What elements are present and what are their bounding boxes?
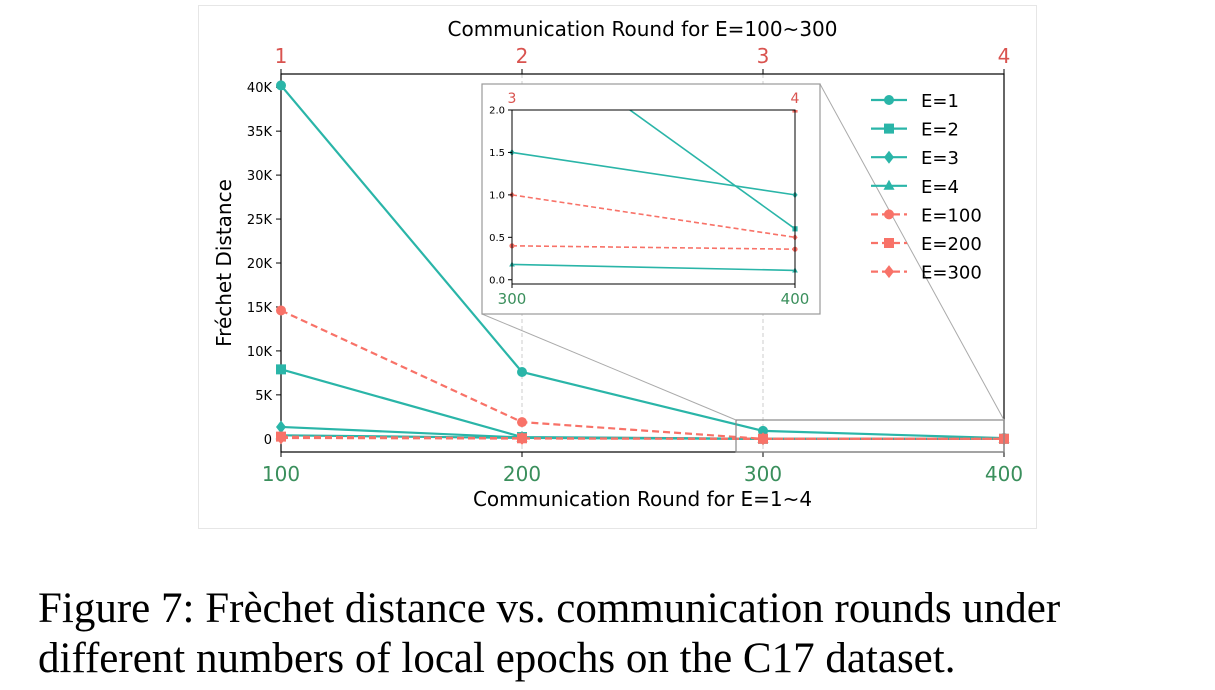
inset-x-bottom-tick-label: 400 xyxy=(781,290,810,308)
data-point-E=100 xyxy=(276,305,286,316)
inset-x-bottom-tick-label: 300 xyxy=(498,290,527,308)
x-top-tick-label: 2 xyxy=(516,44,529,68)
y-tick-label: 10K xyxy=(247,345,273,360)
legend-marker-E=2 xyxy=(884,123,894,134)
x-bottom-tick-label: 300 xyxy=(744,462,782,486)
inset-x-top-tick-label: 4 xyxy=(791,91,800,107)
inset-plot: 0.0 0.5 1.0 1.5 2.0 300 3 400 4 xyxy=(481,83,821,315)
data-point-E=1 xyxy=(276,80,286,91)
data-point-E=3 xyxy=(276,420,286,434)
inset-y-tick-label: 1.0 xyxy=(489,190,505,201)
legend-label-E=200: E=200 xyxy=(921,234,982,255)
data-point-E=2 xyxy=(276,364,286,375)
inset-background xyxy=(481,83,821,315)
legend-marker-E=1 xyxy=(884,95,894,105)
x-top-tick-label: 4 xyxy=(998,44,1011,68)
inset-y-tick-label: 0.5 xyxy=(489,233,505,244)
inset-series-line-E=100 xyxy=(511,245,796,250)
data-point-E=300 xyxy=(276,431,286,445)
inset-series-group xyxy=(509,110,798,273)
legend-marker-E=3 xyxy=(884,150,894,164)
y-tick-label: 30K xyxy=(247,169,273,184)
y-tick-label: 15K xyxy=(247,301,273,316)
legend-label-E=300: E=300 xyxy=(921,263,982,284)
legend-label-E=4: E=4 xyxy=(921,177,959,198)
legend-marker-E=4 xyxy=(883,179,895,190)
caption-line-2: different numbers of local epochs on the… xyxy=(38,635,956,682)
inset-y-tick-label: 2.0 xyxy=(489,106,505,117)
x-bottom-tick-label: 400 xyxy=(985,462,1023,486)
inset-series-line-E=2 xyxy=(628,110,796,230)
inset-y-tick-label: 1.5 xyxy=(489,148,505,159)
legend-marker-E=100 xyxy=(884,209,894,220)
series-line-E=1 xyxy=(280,84,1005,440)
legend-marker-E=200 xyxy=(884,238,894,248)
chart-title: Communication Round for E=100~300 xyxy=(448,17,838,41)
inset-series-line-E=3 xyxy=(511,151,796,196)
data-point-E=300 xyxy=(517,432,527,446)
inset-series-line-E=4 xyxy=(511,263,796,272)
legend-label-E=100: E=100 xyxy=(921,205,982,226)
y-tick-label: 0 xyxy=(264,433,272,448)
y-tick-label: 35K xyxy=(247,125,273,140)
y-axis-label: Fréchet Distance xyxy=(212,179,236,347)
legend: E=1 E=2 E=3 E=4 E=100 E=200 E=300 xyxy=(871,91,982,284)
zoom-region-box xyxy=(735,419,1005,453)
x-top-tick-label: 1 xyxy=(275,44,288,68)
x-top-tick-label: 3 xyxy=(757,44,770,68)
series-line-E=100 xyxy=(280,309,1005,440)
caption-line-1: Figure 7: Frèchet distance vs. communica… xyxy=(38,585,1061,632)
frechet-distance-chart: 0 5K 10K 15K 20K 25K 30K 35K 40K 100 200 300 400 1 2 3 4… xyxy=(212,17,1023,511)
zoom-connector-line xyxy=(819,83,1005,421)
x-bottom-tick-label: 100 xyxy=(262,462,300,486)
inset-y-tick-label: 0.0 xyxy=(489,275,505,286)
data-point-E=1 xyxy=(758,425,768,436)
legend-label-E=1: E=1 xyxy=(921,91,959,112)
data-point-E=300 xyxy=(758,432,768,446)
data-point-E=100 xyxy=(517,417,527,428)
x-bottom-tick-label: 200 xyxy=(503,462,541,486)
inset-frame xyxy=(511,109,796,285)
y-tick-label: 5K xyxy=(255,389,272,404)
x-axis-label: Communication Round for E=1~4 xyxy=(473,487,812,511)
legend-marker-E=300 xyxy=(884,265,894,279)
legend-label-E=2: E=2 xyxy=(921,120,959,141)
legend-label-E=3: E=3 xyxy=(921,148,959,169)
y-tick-label: 25K xyxy=(247,213,273,228)
inset-x-top-tick-label: 3 xyxy=(508,91,517,107)
figure-caption: Figure 7: Frèchet distance vs. communica… xyxy=(38,584,1208,684)
y-tick-label: 20K xyxy=(247,257,273,272)
figure-panel: 0 5K 10K 15K 20K 25K 30K 35K 40K 100 200 300 400 1 2 3 4… xyxy=(198,5,1037,529)
series-line-E=2 xyxy=(280,368,1005,440)
data-point-E=1 xyxy=(517,367,527,378)
y-tick-label: 40K xyxy=(247,81,273,96)
zoom-connector-line xyxy=(481,313,737,421)
